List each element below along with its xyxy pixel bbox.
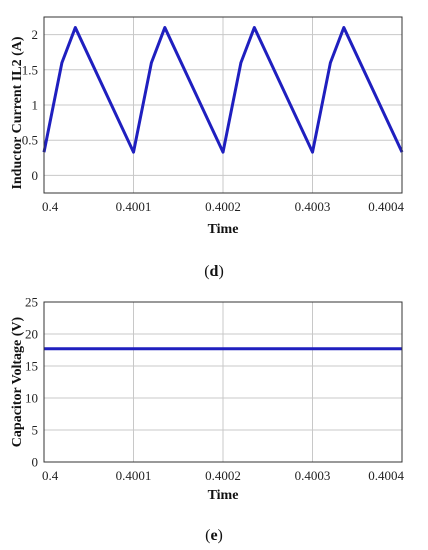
panel-e-ytick-label: 15 (25, 359, 38, 374)
panel-e-ytick-label: 0 (32, 455, 39, 470)
panel-e-xtick-label: 0.4 (42, 468, 59, 483)
panel-d-axes-frame (43, 16, 403, 194)
panel-e-ytick-label: 20 (25, 327, 38, 342)
panel-d-x-ticks: 0.4 0.4001 0.4002 0.4003 0.4004 (42, 199, 405, 214)
panel-d-caption-letter: d (210, 263, 219, 280)
panel-e-y-ticks: 0 5 10 15 20 25 (25, 295, 38, 470)
panel-d-series-line (42, 26, 404, 154)
panel-d-ytick-label: 1.5 (22, 62, 38, 77)
panel-d-grid (43, 17, 403, 193)
panel-e-xtick-label: 0.4004 (368, 468, 404, 483)
panel-d-y-ticks: 0 0.5 1 1.5 2 (22, 27, 38, 183)
panel-d-caption: (d) (204, 263, 224, 280)
panel-e-xtick-label: 0.4003 (295, 468, 331, 483)
panel-e-xtick-label: 0.4002 (205, 468, 241, 483)
panel-d-ytick-label: 0 (32, 168, 39, 183)
panel-e-ylabel: Capacitor Voltage (V) (10, 316, 25, 447)
panel-e-ytick-label: 10 (25, 391, 38, 406)
panel-d-xtick-label: 0.4004 (368, 199, 404, 214)
panel-d-xlabel: Time (208, 222, 239, 237)
panel-d-ytick-label: 0.5 (22, 133, 38, 148)
panel-e-x-ticks: 0.4 0.4001 0.4002 0.4003 0.4004 (42, 468, 405, 483)
panel-d-xtick-label: 0.4001 (116, 199, 152, 214)
panel-d-ytick-label: 2 (32, 27, 39, 42)
panel-d: 0 0.5 1 1.5 2 0.4 0.4001 0.4002 0.4003 0.4004 In… (10, 16, 405, 280)
panel-e-xtick-label: 0.4001 (116, 468, 152, 483)
panel-e: 0 5 10 15 20 25 0.4 0.4001 0.4002 0.4003 0.4004 C… (10, 295, 405, 545)
panel-e-caption-letter: e (210, 527, 217, 544)
panel-e-caption: (e) (205, 527, 223, 544)
panel-e-ytick-label: 25 (25, 295, 38, 310)
panel-e-ytick-label: 5 (32, 423, 39, 438)
panel-e-xlabel: Time (208, 488, 239, 503)
panel-d-xtick-label: 0.4003 (295, 199, 331, 214)
panel-e-axes-frame (43, 301, 403, 463)
panel-d-xtick-label: 0.4 (42, 199, 59, 214)
panel-d-ytick-label: 1 (32, 98, 39, 113)
panel-d-ylabel: Inductor Current IL2 (A) (10, 36, 25, 189)
panel-e-grid (43, 301, 403, 463)
panel-d-xtick-label: 0.4002 (205, 199, 241, 214)
